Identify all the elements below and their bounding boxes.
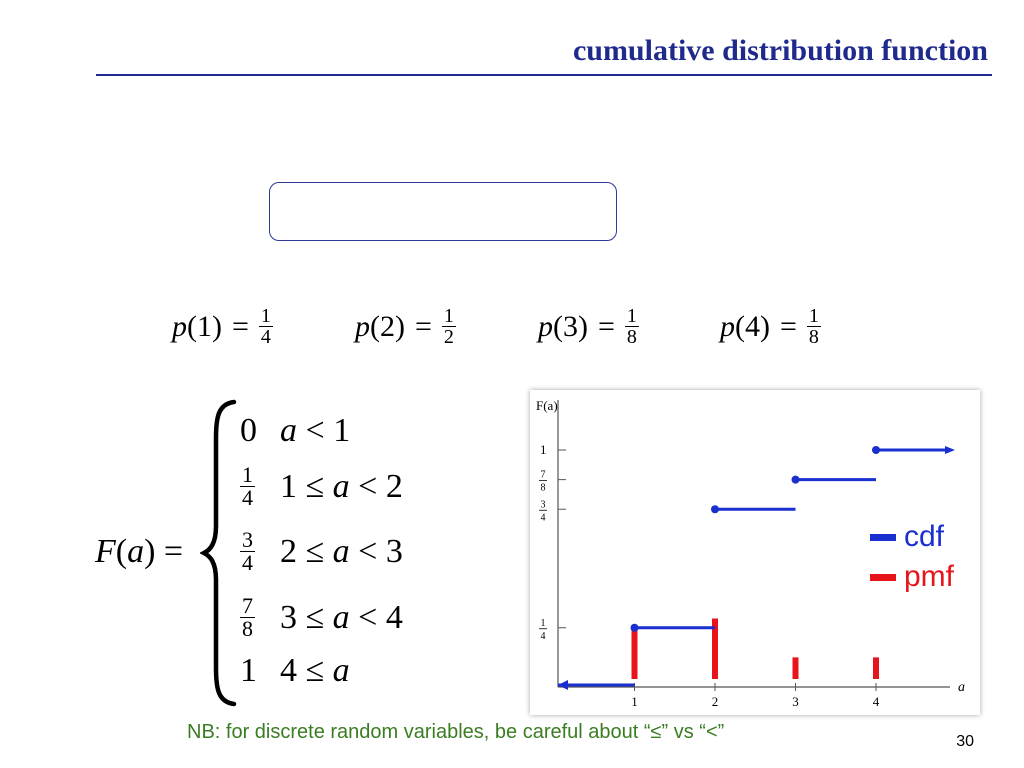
cdf-closed-dot-3: [791, 475, 800, 484]
x-axis-label: a: [958, 680, 965, 695]
legend-pmf-label: pmf: [904, 560, 955, 593]
cdf-case-1: 0 a < 1: [240, 412, 351, 449]
title-rule: [96, 74, 992, 76]
y-tick-label: 1: [540, 442, 547, 457]
y-tick-label-num: 1: [541, 618, 546, 629]
pmf-arg: 2: [380, 309, 395, 343]
y-tick-label-num: 3: [541, 499, 546, 510]
cdf-lhs: F(a) =: [95, 533, 184, 570]
cdf-chart: F(a) a 1 2 3 4 1 4 3 4 7 8 1: [536, 398, 965, 709]
empty-callout-box: [269, 182, 617, 241]
cdf-closed-dot-1: [630, 623, 639, 632]
y-tick-label-num: 7: [541, 470, 546, 481]
cdf-case-5: 1 4 ≤ a: [240, 652, 350, 689]
pmf-arg: 3: [563, 309, 578, 343]
cdf-left-arrow: [558, 680, 568, 690]
y-tick-label-den: 4: [541, 631, 546, 642]
left-brace: [200, 399, 237, 707]
y-tick-label-den: 8: [541, 483, 546, 494]
x-tick-label: 2: [712, 694, 719, 709]
x-tick-label: 1: [631, 694, 638, 709]
y-tick-label-den: 4: [541, 512, 546, 523]
x-tick-label: 3: [792, 694, 799, 709]
x-tick-label: 4: [873, 694, 880, 709]
page-number: 30: [956, 733, 974, 750]
cdf-right-arrow: [945, 446, 955, 454]
pmf-arg: 1: [197, 309, 212, 343]
slide-title: cumulative distribution function: [572, 34, 988, 67]
legend-cdf-swatch: [870, 533, 896, 541]
legend-pmf: pmf: [870, 560, 990, 594]
legend-pmf-swatch: [870, 573, 896, 581]
cdf-closed-dot-4: [872, 446, 880, 454]
pmf-arg: 4: [745, 309, 760, 343]
cdf-graph-panel: F(a) a 1 2 3 4 1 4 3 4 7 8 1: [530, 390, 980, 715]
footnote: NB: for discrete random variables, be ca…: [187, 721, 725, 743]
legend-cdf-label: cdf: [904, 520, 945, 553]
legend-cdf: cdf: [870, 520, 990, 554]
cdf-closed-dot-2: [711, 505, 719, 514]
y-axis-label: F(a): [536, 398, 558, 413]
